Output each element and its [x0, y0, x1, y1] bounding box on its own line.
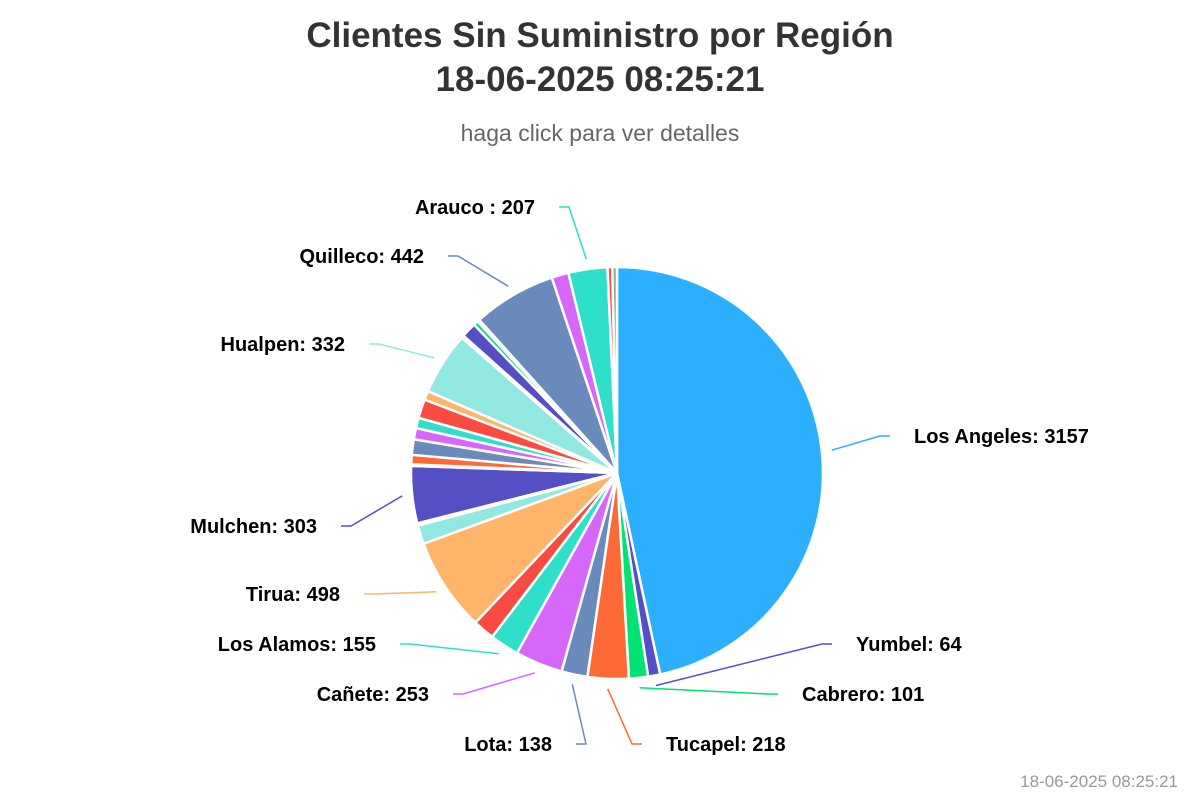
data-label-los-alamos[interactable]: Los Alamos: 155: [218, 634, 376, 656]
data-label-ca-ete[interactable]: Cañete: 253: [317, 684, 429, 706]
connector-ca-ete: [453, 672, 536, 695]
connector-lota: [571, 684, 587, 745]
data-label-yumbel[interactable]: Yumbel: 64: [856, 634, 962, 656]
connector-los-angeles: [831, 435, 890, 451]
pie-labels: Los Angeles: 3157 Yumbel: 64 Cabrero: 101 T…: [190, 197, 1089, 756]
connector-los-alamos: [400, 643, 499, 655]
connector-cabrero: [639, 687, 778, 695]
data-label-mulchen[interactable]: Mulchen: 303: [190, 516, 317, 538]
connector-tirua: [364, 590, 437, 595]
data-label-cabrero[interactable]: Cabrero: 101: [802, 684, 924, 706]
data-label-tucapel[interactable]: Tucapel: 218: [666, 734, 786, 756]
chart-subtitle: haga click para ver detalles: [460, 120, 740, 146]
data-label-lota[interactable]: Lota: 138: [464, 734, 552, 756]
pie-slices: [409, 265, 825, 681]
chart-title: Clientes Sin Suministro por Región 18-06…: [0, 14, 1200, 102]
data-label-hualpen[interactable]: Hualpen: 332: [221, 334, 345, 356]
connector-mulchen: [341, 495, 403, 527]
chart-title-line2: 18-06-2025 08:25:21: [435, 60, 765, 99]
data-label-arauco[interactable]: Arauco : 207: [415, 197, 535, 219]
footer-timestamp: 18-06-2025 08:25:21: [1020, 772, 1178, 791]
chart-title-line1: Clientes Sin Suministro por Región: [306, 16, 894, 55]
connector-tucapel: [607, 688, 642, 745]
connector-hualpen: [369, 343, 435, 359]
connector-yumbel: [655, 643, 832, 687]
data-label-los-angeles[interactable]: Los Angeles: 3157: [914, 426, 1089, 448]
pie-slice-28[interactable]: [610, 265, 619, 475]
data-label-quilleco[interactable]: Quilleco: 442: [300, 246, 425, 268]
connector-arauco: [559, 206, 588, 260]
connector-quilleco: [448, 255, 509, 287]
data-label-tirua[interactable]: Tirua: 498: [246, 584, 340, 606]
pie-slice-los-angeles[interactable]: [615, 265, 825, 676]
